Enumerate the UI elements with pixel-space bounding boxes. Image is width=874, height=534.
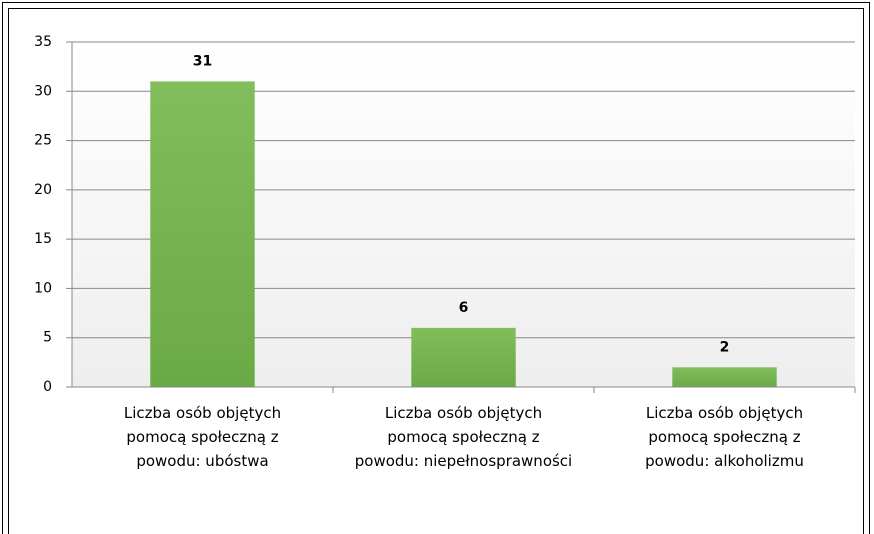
y-tick-label: 35 [34,34,52,50]
y-tick-label: 0 [43,379,52,395]
x-tick-label: Liczba osób objętych pomocą społeczną z … [645,404,804,470]
bar [411,327,516,387]
y-tick-label: 10 [34,280,52,296]
x-tick-label: Liczba osób objętych pomocą społeczną z … [354,404,573,470]
y-tick-label: 25 [34,133,52,149]
bar [672,367,777,387]
data-label: 31 [193,53,212,69]
border [8,8,864,534]
data-label: 6 [459,300,469,316]
y-tick-label: 20 [34,182,52,198]
y-tick-label: 30 [34,83,52,99]
x-tick-label: Liczba osób objętych pomocą społeczną z … [123,404,282,470]
bar [150,81,255,387]
y-tick-label: 15 [34,231,52,247]
y-tick-label: 5 [43,330,52,346]
data-label: 2 [720,339,730,355]
